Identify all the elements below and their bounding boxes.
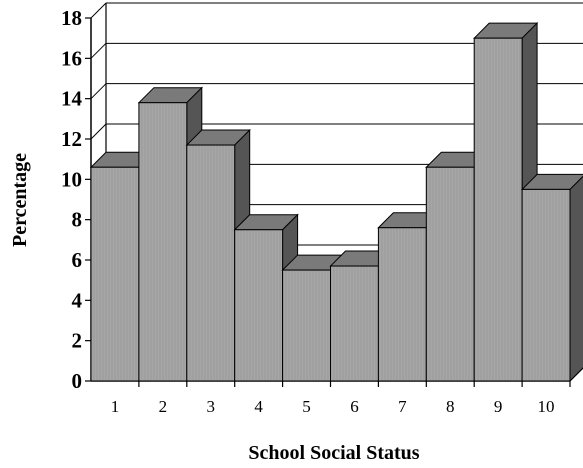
x-tick-label: 7 — [398, 397, 407, 416]
bar-front — [138, 102, 188, 382]
x-tick-label: 2 — [159, 397, 168, 416]
bar-front — [377, 227, 427, 382]
y-tick-label: 8 — [72, 208, 83, 232]
bar-front — [425, 166, 475, 382]
grid-connector — [90, 2, 107, 19]
y-tick-label: 2 — [72, 329, 83, 353]
bar-front — [234, 229, 284, 382]
grid-connector — [90, 83, 107, 100]
y-tick-label: 14 — [61, 87, 83, 111]
bar-10 — [520, 173, 583, 383]
bar-front — [473, 37, 523, 382]
bar-side — [569, 175, 583, 383]
y-tick-label: 4 — [72, 288, 83, 312]
bars — [89, 21, 583, 383]
grid-connector — [90, 42, 107, 59]
y-tick-label: 10 — [61, 167, 82, 191]
y-tick-label: 0 — [72, 369, 83, 393]
y-tick-label: 6 — [72, 248, 83, 272]
bar-front — [521, 188, 571, 382]
y-tick-label: 16 — [61, 46, 82, 70]
x-tick-label: 3 — [207, 397, 216, 416]
x-tick-label: 9 — [494, 397, 503, 416]
x-axis-title: School Social Status — [248, 442, 419, 464]
y-tick-label: 12 — [61, 127, 82, 151]
y-tick-label: 18 — [61, 6, 82, 30]
y-axis-title: Percentage — [9, 153, 31, 247]
bar-9 — [472, 21, 539, 383]
x-tick-label: 10 — [538, 397, 555, 416]
x-tick-label: 8 — [446, 397, 455, 416]
grid-connector — [90, 123, 107, 140]
x-tick-label: 5 — [302, 397, 311, 416]
x-tick-label: 4 — [254, 397, 263, 416]
bar-front — [90, 166, 140, 382]
bar-front — [330, 265, 379, 382]
bar-front — [282, 269, 332, 382]
bar-front — [186, 144, 236, 382]
x-tick-label: 6 — [350, 397, 359, 416]
x-tick-label: 1 — [111, 397, 120, 416]
